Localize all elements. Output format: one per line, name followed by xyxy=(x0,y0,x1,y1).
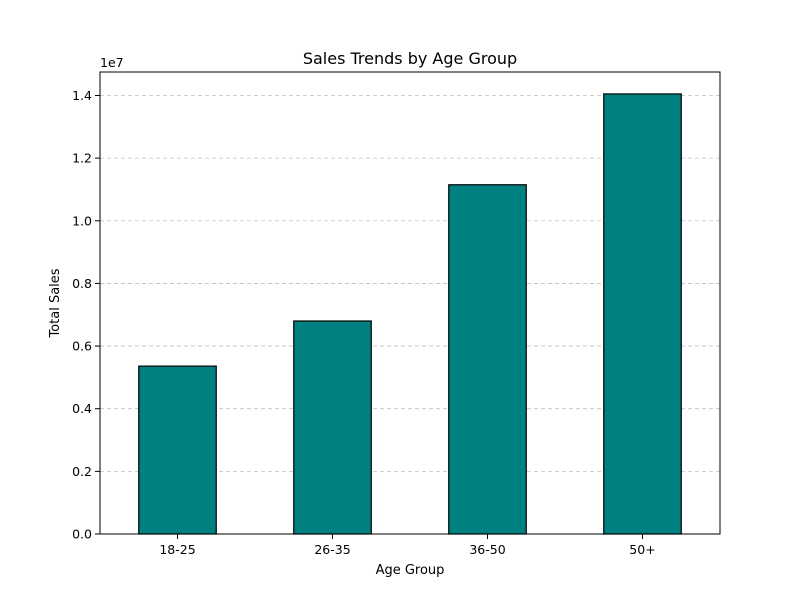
y-tick-label: 0.0 xyxy=(72,527,92,542)
y-axis: 0.0 0.2 0.4 0.6 0.8 1.0 1.2 1.4 xyxy=(72,88,100,542)
bar-26-35 xyxy=(293,320,372,535)
y-tick-label: 0.6 xyxy=(72,339,92,354)
chart-title: Sales Trends by Age Group xyxy=(303,49,517,68)
x-tick-label: 36-50 xyxy=(469,542,505,557)
y-tick-label: 1.4 xyxy=(72,88,92,103)
y-tick-label: 0.2 xyxy=(72,464,92,479)
y-tick-label: 1.0 xyxy=(72,213,92,228)
bar-50+ xyxy=(603,93,682,535)
x-tick-label: 26-35 xyxy=(314,542,350,557)
x-axis-label: Age Group xyxy=(376,563,445,578)
bars xyxy=(138,93,682,535)
x-axis: 18-25 26-35 36-50 50+ xyxy=(159,534,656,557)
x-tick-label: 18-25 xyxy=(159,542,195,557)
bar-18-25 xyxy=(138,365,217,535)
axes-frame xyxy=(99,71,721,535)
y-tick-label: 1.2 xyxy=(72,151,92,166)
y-offset-label: 1e7 xyxy=(100,55,124,70)
y-axis-label: Total Sales xyxy=(48,268,63,338)
y-tick-label: 0.4 xyxy=(72,401,92,416)
y-tick-label: 0.8 xyxy=(72,276,92,291)
grid xyxy=(100,95,720,472)
x-tick-label: 50+ xyxy=(629,542,655,557)
bar-36-50 xyxy=(448,184,527,535)
